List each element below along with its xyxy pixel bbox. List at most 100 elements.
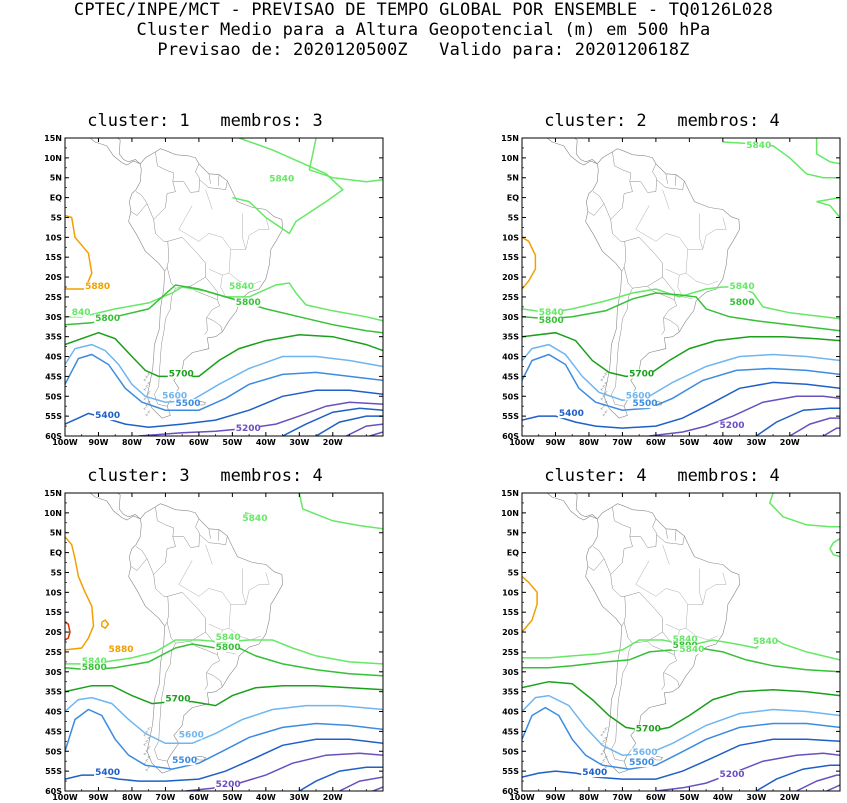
lat-tick-label: 10N xyxy=(501,509,519,518)
contour-label: 5880 xyxy=(85,282,110,292)
lat-tick-label: 5S xyxy=(51,568,63,577)
lat-tick-label: 30S xyxy=(45,668,62,677)
contour-label-bg xyxy=(241,513,266,523)
lat-tick-label: EQ xyxy=(507,549,519,558)
lon-tick-label: 80W xyxy=(579,793,599,802)
contour-label: 840 xyxy=(72,308,91,318)
map-panel-cluster-3: cluster: 3 membros: 4 5840 5880 5840 5840 58… xyxy=(40,466,384,802)
header-title: CPTEC/INPE/MCT - PREVISAO DE TEMPO GLOBA… xyxy=(73,0,774,20)
contour-5840 xyxy=(522,637,840,661)
contour-5840 xyxy=(722,141,840,179)
lon-tick-label: 50W xyxy=(222,793,242,802)
contour-label-bg xyxy=(624,391,650,401)
lat-tick-label: 10N xyxy=(44,154,62,163)
contour-5700 xyxy=(65,684,383,707)
lon-tick-label: 70W xyxy=(155,438,175,447)
contour-label: 5840 xyxy=(269,175,294,185)
contour-label-bg xyxy=(214,642,240,652)
contour-label: 5200 xyxy=(719,770,744,780)
lat-tick-label: 40S xyxy=(45,353,62,362)
contour-5600 xyxy=(65,696,383,745)
contour-label-bg xyxy=(84,281,109,291)
contour-label-bg xyxy=(94,768,119,778)
country-borders xyxy=(587,151,727,407)
lat-tick-label: 20S xyxy=(45,273,62,282)
contour-5700 xyxy=(522,680,840,733)
contour-label: 5400 xyxy=(582,768,607,778)
contour-label-bg xyxy=(728,297,753,307)
lat-tick-label: 35S xyxy=(45,688,62,697)
lon-tick-label: 90W xyxy=(88,438,108,447)
contour-5880 xyxy=(65,214,93,290)
panel-title: cluster: 1 membros: 3 xyxy=(87,111,323,131)
map-svg: 5840584058405800580057005600550054005200… xyxy=(501,134,841,447)
contour-label: 5800 xyxy=(216,643,241,653)
contour-label: 5500 xyxy=(629,758,654,768)
contour-5200 xyxy=(339,776,383,791)
contour-5200 xyxy=(369,431,383,436)
geopotential-contours xyxy=(522,138,840,436)
lat-tick-label: 45S xyxy=(502,727,519,736)
contour-5400 xyxy=(522,738,840,780)
lat-tick-label: 50S xyxy=(502,392,519,401)
lat-tick-label: 30S xyxy=(502,313,519,322)
lat-tick-label: 55S xyxy=(502,412,519,421)
lon-tick-label: 60W xyxy=(189,438,209,447)
lat-tick-label: EQ xyxy=(507,194,519,203)
contour-label: 5700 xyxy=(636,724,661,734)
contour-label: 5840 xyxy=(242,514,267,524)
lat-tick-label: 25S xyxy=(502,648,519,657)
contour-label: 5840 xyxy=(753,637,778,647)
lat-tick-label: 35S xyxy=(502,333,519,342)
lat-tick-label: 15S xyxy=(45,608,62,617)
contour-label: 5800 xyxy=(236,298,261,308)
contour-5500 xyxy=(522,353,840,411)
lon-tick-label: 90W xyxy=(545,793,565,802)
contour-label: 5800 xyxy=(730,298,755,308)
lon-tick-label: 50W xyxy=(222,438,242,447)
lon-tick-label: 30W xyxy=(746,793,766,802)
contour-label-bg xyxy=(537,315,563,325)
map-frame xyxy=(521,137,841,437)
lon-tick-label: 100W xyxy=(509,438,535,447)
panel-title: cluster: 4 membros: 4 xyxy=(544,466,780,486)
lon-tick-label: 80W xyxy=(122,793,142,802)
contour-label: 5840 xyxy=(679,645,704,655)
contour-label: 5400 xyxy=(95,768,120,778)
lat-tick-label: 35S xyxy=(502,688,519,697)
contour-5200 xyxy=(796,774,840,791)
map-svg: 58405840580058405700560055005400520015N1… xyxy=(501,489,841,802)
contour-5700 xyxy=(522,331,840,378)
contour-5840 xyxy=(308,138,383,183)
contour-label-bg xyxy=(214,633,240,643)
contour-label-bg xyxy=(634,724,660,734)
lon-tick-label: 30W xyxy=(289,438,309,447)
contour-label-bg xyxy=(268,174,293,184)
chile-archipelago xyxy=(143,372,151,417)
lat-tick-label: 15S xyxy=(45,253,62,262)
contour-label-bg xyxy=(671,635,697,644)
lon-tick-label: 70W xyxy=(612,793,632,802)
contour-label: 5840 xyxy=(82,657,107,667)
contour-label: 5700 xyxy=(165,695,190,705)
lat-tick-label: 15N xyxy=(501,134,519,143)
lat-tick-label: 35S xyxy=(45,333,62,342)
lat-tick-label: 20S xyxy=(502,273,519,282)
lat-tick-label: 5S xyxy=(51,213,63,222)
lat-tick-label: 15S xyxy=(502,253,519,262)
contour-5840 xyxy=(232,138,344,235)
contour-label-bg xyxy=(718,770,743,780)
contour-5840 xyxy=(829,538,840,558)
contour-5880 xyxy=(65,536,95,651)
contour-label: 5880 xyxy=(109,645,134,655)
contour-label-bg xyxy=(234,297,260,307)
panel-title: cluster: 2 membros: 4 xyxy=(544,111,780,131)
contour-5880 xyxy=(101,619,110,630)
lat-tick-label: 50S xyxy=(502,747,519,756)
lat-tick-label: EQ xyxy=(50,194,62,203)
lat-tick-label: 45S xyxy=(45,727,62,736)
lon-tick-label: 50W xyxy=(679,793,699,802)
contour-label: 5840 xyxy=(539,308,564,318)
contour-label-bg xyxy=(164,694,189,704)
lon-tick-label: 100W xyxy=(52,793,78,802)
